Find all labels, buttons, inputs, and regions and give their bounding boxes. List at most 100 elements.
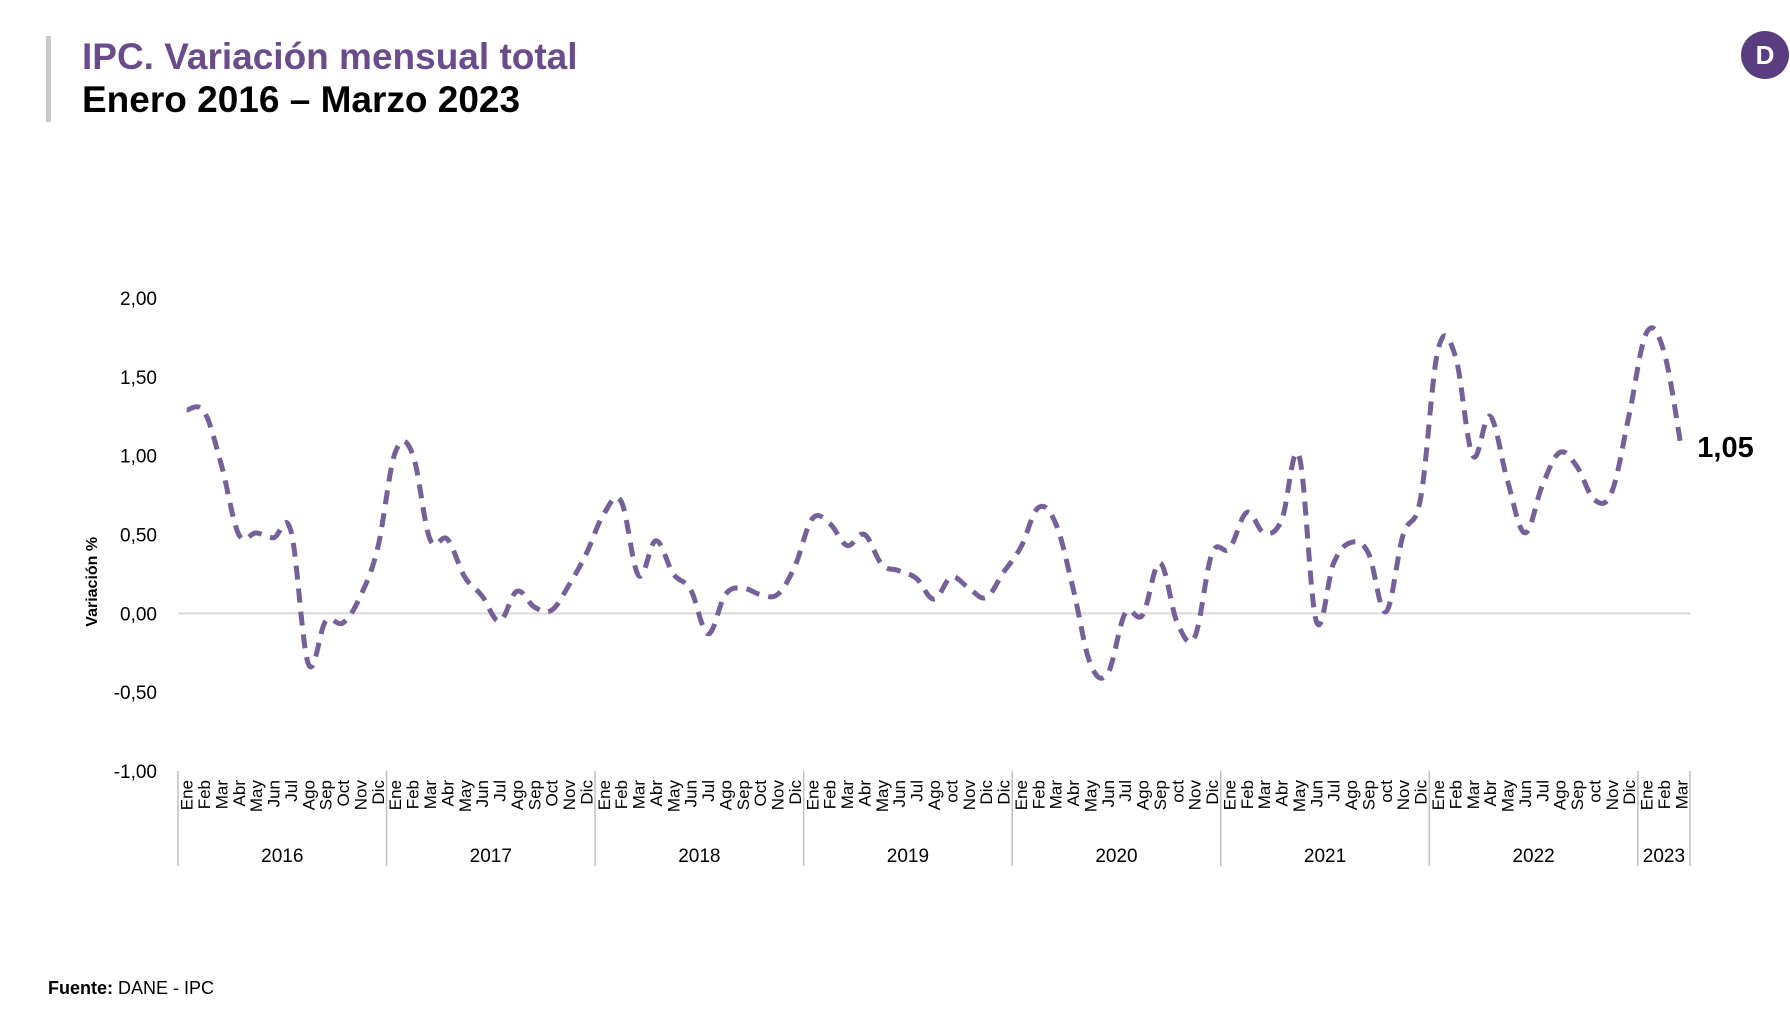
data-point [1106,671,1110,675]
data-point [1332,561,1336,565]
x-tick-label: May [664,780,683,813]
x-tick-label: Mar [630,780,649,810]
x-tick-label: Jun [1516,780,1535,807]
x-tick-label: Feb [195,780,214,809]
data-point [237,533,241,537]
data-point [776,592,780,596]
data-point [1506,479,1510,483]
x-tick-label: Jul [491,780,510,802]
x-tick-label: Feb [1029,780,1048,809]
x-tick-label: oct [1585,780,1604,803]
x-tick-label: Jul [1116,780,1135,802]
data-point [584,551,588,555]
x-tick-label: Ene [803,780,822,810]
x-tick-label: Oct [543,780,562,807]
chart-subtitle: Enero 2016 – Marzo 2023 [82,79,521,120]
data-point [1158,561,1162,565]
data-point [515,589,519,593]
x-tick-label: Sep [525,780,544,810]
data-point [376,545,380,549]
data-point [949,575,953,579]
x-tick-label: Feb [612,780,631,809]
data-point [567,583,571,587]
x-tick-label: Sep [1151,780,1170,810]
y-axis-label: Variación % [84,537,101,627]
year-label: 2019 [887,846,929,867]
x-tick-label: May [873,780,892,813]
data-point [1262,531,1266,535]
x-tick-label: Nov [769,780,788,811]
data-point [1175,621,1179,625]
data-point [1245,510,1249,514]
year-label: 2018 [678,846,720,867]
x-tick-label: Jul [1533,780,1552,802]
data-point [915,577,919,581]
x-tick-label: Nov [1186,780,1205,811]
x-tick-label: Mar [1047,780,1066,810]
year-label: 2016 [261,846,303,867]
data-point [706,632,710,636]
data-point [1367,551,1371,555]
data-point [324,619,328,623]
y-tick-label: 2,00 [120,289,157,310]
data-point [758,592,762,596]
x-tick-label: Dic [1620,780,1639,805]
data-point [932,597,936,601]
source-text: DANE - IPC [113,978,215,998]
x-tick-label: Dic [786,780,805,805]
data-point [411,452,415,456]
x-tick-label: Abr [855,780,874,807]
x-tick-label: Abr [230,780,249,807]
data-point [1523,531,1527,535]
x-tick-label: Sep [317,780,336,810]
x-tick-label: Sep [1359,780,1378,810]
x-tick-label: Ene [1429,780,1448,810]
x-tick-label: Ene [1012,780,1031,810]
y-tick-label: 1,00 [120,447,157,468]
data-point [741,586,745,590]
data-point [845,544,849,548]
x-tick-label: Ene [595,780,614,810]
x-tick-label: Mar [1255,780,1274,810]
data-point [1627,413,1631,417]
data-point [1384,610,1388,614]
x-tick-label: Abr [438,780,457,807]
x-tick-label: oct [1168,780,1187,803]
data-point [1193,635,1197,639]
data-point [1592,498,1596,502]
x-tick-label: Ene [386,780,405,810]
data-point [654,539,658,543]
title-accent-bar [46,36,51,122]
x-tick-label: Feb [1655,780,1674,809]
data-point [306,662,310,666]
data-point [1002,570,1006,574]
data-point [1280,518,1284,522]
x-tick-label: May [1081,780,1100,813]
year-label: 2021 [1304,846,1346,867]
x-tick-label: Ene [1638,780,1657,810]
year-label: 2023 [1643,846,1685,867]
data-point [219,463,223,467]
x-tick-label: Mar [1672,780,1691,810]
x-tick-label: Nov [960,780,979,811]
data-point [1019,545,1023,549]
x-tick-label: May [1290,780,1309,813]
data-point [1349,540,1353,544]
data-point [810,517,814,521]
x-tick-label: Oct [751,780,770,807]
data-point [1071,586,1075,590]
data-point [602,512,606,516]
data-point [1436,348,1440,352]
x-tick-label: oct [1377,780,1396,803]
x-tick-label: Dic [977,780,996,805]
series-line [186,325,1684,681]
x-tick-label: Ene [1220,780,1239,810]
x-tick-label: Ago [1342,780,1361,810]
data-point [1679,446,1683,450]
data-point [1488,414,1492,418]
x-tick-label: Jun [1307,780,1326,807]
x-tick-label: Jul [699,780,718,802]
x-tick-label: Abr [1064,780,1083,807]
data-point [1471,454,1475,458]
